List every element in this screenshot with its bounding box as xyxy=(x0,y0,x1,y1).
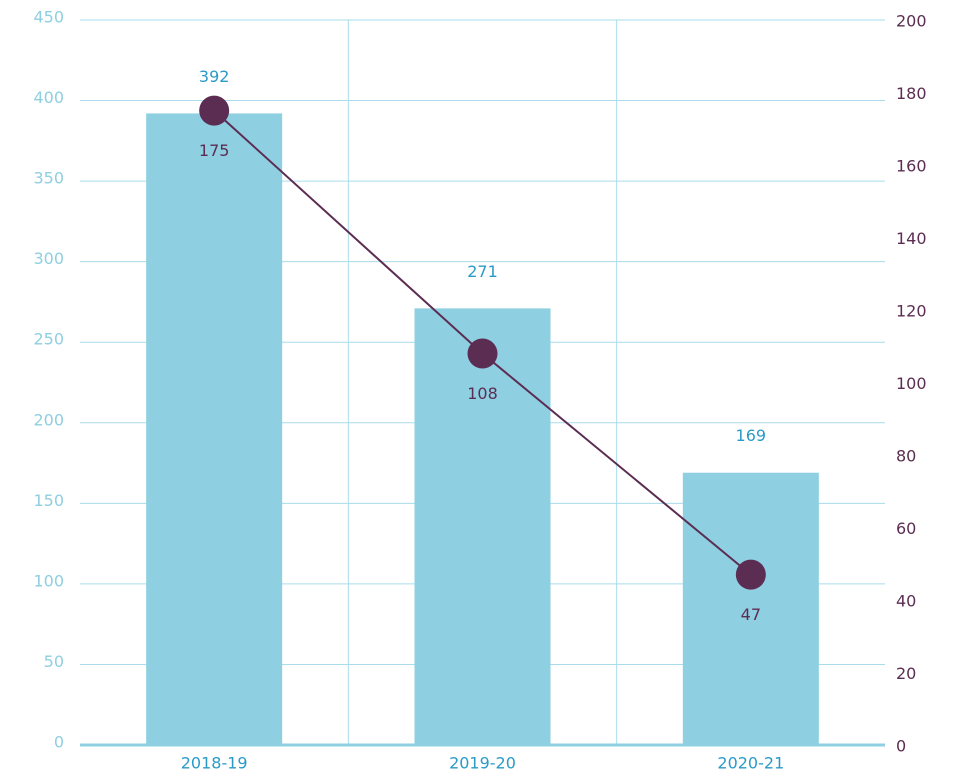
line-marker xyxy=(735,559,766,590)
y2-tick-label: 120 xyxy=(896,302,927,321)
y2-tick-label: 80 xyxy=(896,447,916,466)
bar-value-label: 169 xyxy=(736,426,767,445)
x-tick-label: 2018-19 xyxy=(181,754,248,773)
line-value-label: 108 xyxy=(467,384,498,403)
y-tick-label: 50 xyxy=(44,652,64,671)
y2-tick-label: 140 xyxy=(896,229,927,248)
bar xyxy=(682,472,819,745)
line-marker xyxy=(467,338,498,369)
y2-tick-label: 20 xyxy=(896,664,916,683)
y2-tick-label: 200 xyxy=(896,12,927,31)
line-value-label: 47 xyxy=(741,605,761,624)
x-tick-label: 2020-21 xyxy=(717,754,784,773)
y-tick-label: 100 xyxy=(33,571,64,590)
y2-tick-label: 40 xyxy=(896,592,916,611)
bar-value-label: 392 xyxy=(199,67,230,86)
y-tick-label: 400 xyxy=(33,88,64,107)
line-value-label: 175 xyxy=(199,141,230,160)
y2-tick-label: 60 xyxy=(896,519,916,538)
y-tick-label: 0 xyxy=(54,733,64,752)
y-tick-label: 450 xyxy=(33,8,64,27)
y2-tick-label: 160 xyxy=(896,157,927,176)
y2-tick-label: 0 xyxy=(896,737,906,756)
bar-value-label: 271 xyxy=(467,262,498,281)
y-tick-label: 250 xyxy=(33,330,64,349)
bar xyxy=(414,308,551,745)
x-tick-label: 2019-20 xyxy=(449,754,516,773)
y-tick-label: 200 xyxy=(33,410,64,429)
y-tick-label: 300 xyxy=(33,249,64,268)
y-tick-label: 150 xyxy=(33,491,64,510)
line-marker xyxy=(199,95,230,126)
y-tick-label: 350 xyxy=(33,169,64,188)
bar xyxy=(146,113,283,745)
y2-tick-label: 180 xyxy=(896,84,927,103)
y2-tick-label: 100 xyxy=(896,374,927,393)
